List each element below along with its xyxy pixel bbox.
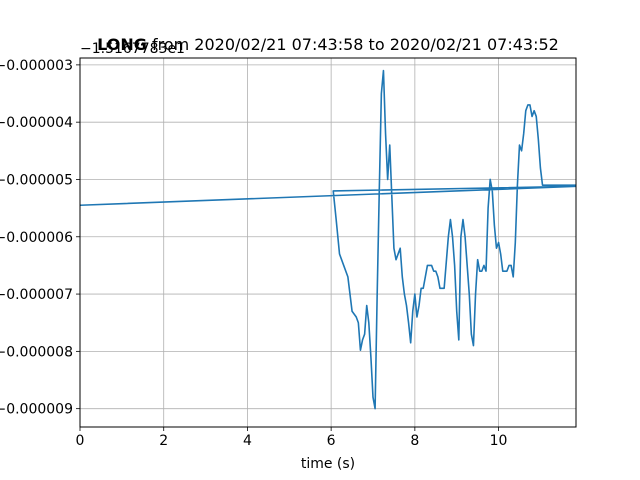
axes-frame xyxy=(79,57,577,428)
series-line xyxy=(80,69,576,410)
y-axis: −0.000009 −0.000008 −0.000007 −0.000006 −0.0… xyxy=(0,58,80,418)
chart-title-bold: LONG xyxy=(97,35,147,54)
x-tick-label: 2 xyxy=(159,433,168,449)
y-tick-label: −0.000003 xyxy=(0,58,73,74)
y-tick-label: −0.000009 xyxy=(0,402,73,418)
x-axis: 0 2 4 6 8 10 xyxy=(76,427,508,449)
x-tick-label: 4 xyxy=(243,433,252,449)
y-tick-label: −0.000005 xyxy=(0,172,73,188)
y-offset-label: −1.5167783e1 xyxy=(80,41,185,57)
x-tick-label: 8 xyxy=(410,433,419,449)
x-tick-label: 10 xyxy=(490,433,508,449)
x-tick-label: 6 xyxy=(327,433,336,449)
y-tick-label: −0.000008 xyxy=(0,344,73,360)
y-tick-label: −0.000007 xyxy=(0,287,73,303)
y-tick-label: −0.000006 xyxy=(0,230,73,246)
plot-area xyxy=(80,69,576,410)
chart-title-rest: from 2020/02/21 07:43:58 to 2020/02/21 0… xyxy=(147,35,559,54)
x-tick-label: 0 xyxy=(76,433,85,449)
chart-title: LONG from 2020/02/21 07:43:58 to 2020/02… xyxy=(97,35,559,54)
x-axis-label: time (s) xyxy=(301,456,355,472)
y-tick-label: −0.000004 xyxy=(0,115,73,131)
